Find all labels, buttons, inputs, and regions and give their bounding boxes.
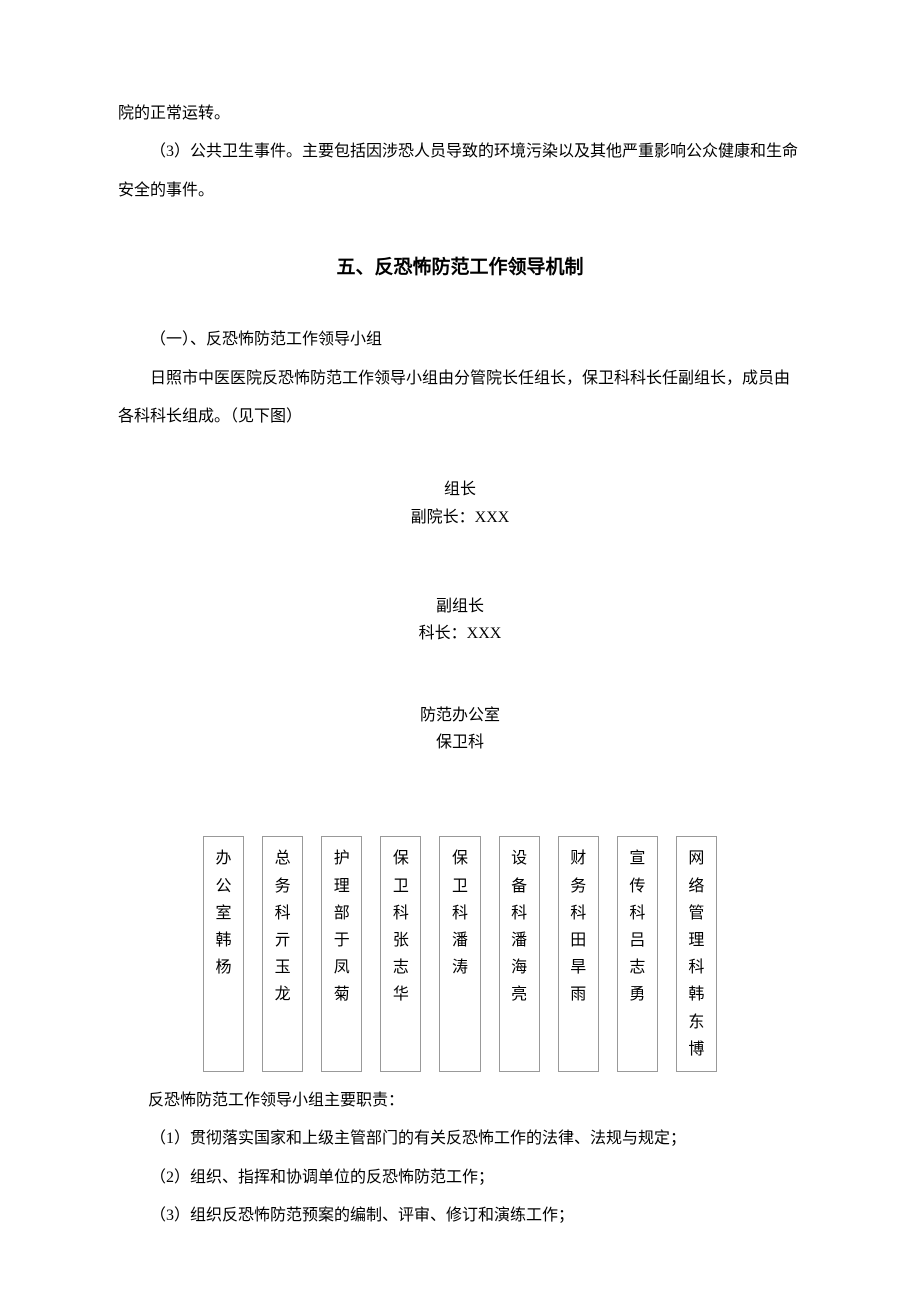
department-char: 科 xyxy=(688,954,704,981)
org-office-name: 保卫科 xyxy=(118,729,802,756)
org-office-block: 防范办公室 保卫科 xyxy=(118,702,802,756)
department-char: 传 xyxy=(629,873,645,900)
department-char: 科 xyxy=(393,900,409,927)
responsibility-2: （2）组织、指挥和协调单位的反恐怖防范工作； xyxy=(118,1159,802,1197)
department-char: 涛 xyxy=(452,954,468,981)
department-char: 科 xyxy=(275,900,291,927)
paragraph-item-3: （3）公共卫生事件。主要包括因涉恐人员导致的环境污染以及其他严重影响公众健康和生… xyxy=(118,133,802,210)
department-box: 网络管理科韩东博 xyxy=(676,836,717,1072)
department-char: 韩 xyxy=(216,927,232,954)
department-box: 设备科潘海亮 xyxy=(499,836,540,1072)
department-box: 财务科田旱雨 xyxy=(558,836,599,1072)
department-char: 潘 xyxy=(452,927,468,954)
subsection-1: （一）、反恐怖防范工作领导小组 xyxy=(118,321,802,359)
department-char: 总 xyxy=(275,845,291,872)
org-leader-title: 组长 xyxy=(118,476,802,503)
department-char: 护 xyxy=(334,845,350,872)
department-box: 保卫科张志华 xyxy=(380,836,421,1072)
department-char: 务 xyxy=(275,873,291,900)
department-char: 张 xyxy=(393,927,409,954)
department-char: 亓 xyxy=(275,927,291,954)
department-char: 保 xyxy=(452,845,468,872)
department-char: 卫 xyxy=(393,873,409,900)
department-char: 海 xyxy=(511,954,527,981)
department-char: 田 xyxy=(570,927,586,954)
department-char: 东 xyxy=(688,1009,704,1036)
department-char: 卫 xyxy=(452,873,468,900)
paragraph-continuation: 院的正常运转。 xyxy=(118,95,802,133)
department-box: 护理部于凤菊 xyxy=(321,836,362,1072)
paragraph-description: 日照市中医医院反恐怖防范工作领导小组由分管院长任组长，保卫科科长任副组长，成员由… xyxy=(118,360,802,437)
department-char: 志 xyxy=(393,954,409,981)
department-char: 备 xyxy=(511,873,527,900)
org-deputy-title: 副组长 xyxy=(118,593,802,620)
department-char: 吕 xyxy=(629,927,645,954)
department-char: 科 xyxy=(629,900,645,927)
department-char: 勇 xyxy=(629,981,645,1008)
department-char: 网 xyxy=(688,845,704,872)
department-char: 财 xyxy=(570,845,586,872)
department-char: 博 xyxy=(688,1036,704,1063)
department-char: 凤 xyxy=(334,954,350,981)
department-char: 杨 xyxy=(216,954,232,981)
department-char: 华 xyxy=(393,981,409,1008)
department-char: 办 xyxy=(216,845,232,872)
department-char: 科 xyxy=(511,900,527,927)
department-box: 总务科亓玉龙 xyxy=(262,836,303,1072)
department-char: 理 xyxy=(334,873,350,900)
org-deputy-block: 副组长 科长：XXX xyxy=(118,593,802,647)
department-char: 菊 xyxy=(334,981,350,1008)
department-char: 雨 xyxy=(570,981,586,1008)
department-char: 龙 xyxy=(275,981,291,1008)
department-char: 络 xyxy=(688,873,704,900)
department-box: 宣传科吕志勇 xyxy=(617,836,658,1072)
department-char: 室 xyxy=(216,900,232,927)
department-box: 办公室韩杨 xyxy=(203,836,244,1072)
department-char: 设 xyxy=(511,845,527,872)
department-char: 公 xyxy=(216,873,232,900)
department-char: 部 xyxy=(334,900,350,927)
department-char: 保 xyxy=(393,845,409,872)
responsibility-1: （1）贯彻落实国家和上级主管部门的有关反恐怖工作的法律、法规与规定； xyxy=(118,1120,802,1158)
department-char: 理 xyxy=(688,927,704,954)
department-char: 务 xyxy=(570,873,586,900)
department-char: 于 xyxy=(334,927,350,954)
department-char: 管 xyxy=(688,900,704,927)
department-char: 科 xyxy=(452,900,468,927)
org-leader-name: 副院长：XXX xyxy=(118,504,802,531)
department-char: 宣 xyxy=(629,845,645,872)
section-title-5: 五、反恐怖防范工作领导机制 xyxy=(118,252,802,279)
responsibilities-title: 反恐怖防范工作领导小组主要职责： xyxy=(148,1082,802,1120)
department-char: 科 xyxy=(570,900,586,927)
department-row: 办公室韩杨总务科亓玉龙护理部于凤菊保卫科张志华保卫科潘涛设备科潘海亮财务科田旱雨… xyxy=(118,836,802,1072)
department-box: 保卫科潘涛 xyxy=(439,836,480,1072)
department-char: 志 xyxy=(629,954,645,981)
org-leader-block: 组长 副院长：XXX xyxy=(118,476,802,530)
org-office-title: 防范办公室 xyxy=(118,702,802,729)
department-char: 亮 xyxy=(511,981,527,1008)
responsibility-3: （3）组织反恐怖防范预案的编制、评审、修订和演练工作； xyxy=(118,1197,802,1235)
department-char: 潘 xyxy=(511,927,527,954)
department-char: 玉 xyxy=(275,954,291,981)
org-deputy-name: 科长：XXX xyxy=(118,620,802,647)
department-char: 韩 xyxy=(688,981,704,1008)
department-char: 旱 xyxy=(570,954,586,981)
